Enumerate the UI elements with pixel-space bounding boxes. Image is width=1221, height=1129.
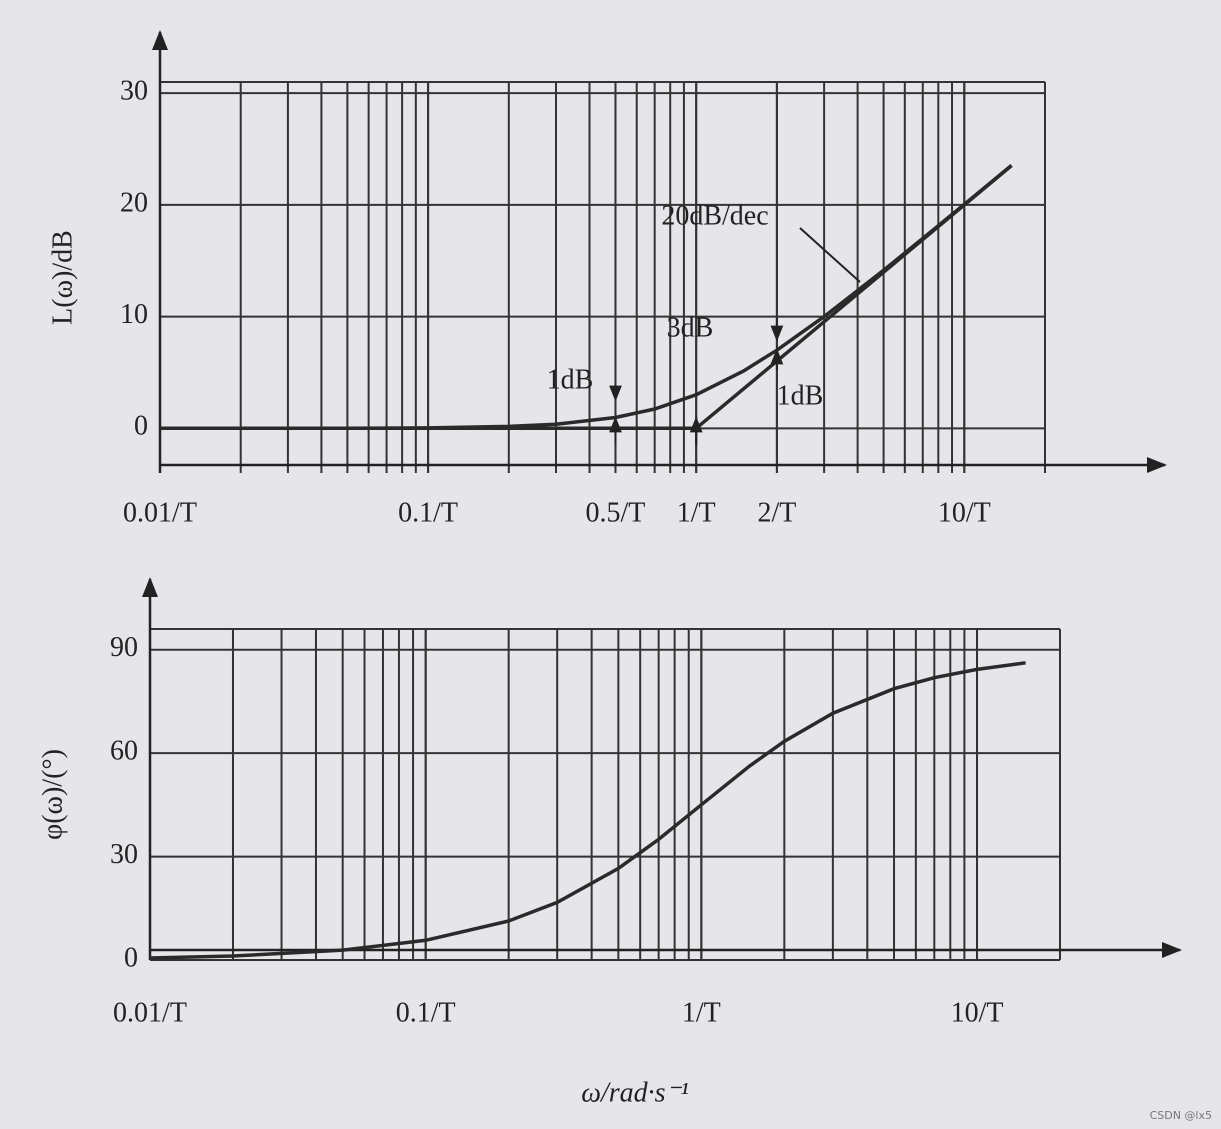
y-tick-label: 10	[120, 299, 148, 330]
x-tick-label: 0.1/T	[398, 497, 458, 528]
y-tick-label: 20	[120, 187, 148, 218]
watermark: CSDN @lx5	[1150, 1109, 1212, 1122]
y-tick-label: 0	[124, 942, 138, 973]
y-tick-label: 30	[110, 839, 138, 870]
y-axis-label: L(ω)/dB	[47, 230, 78, 325]
x-tick-label: 1/T	[677, 497, 716, 528]
annotation: 20dB/dec	[661, 200, 768, 231]
x-axis-label: ω/rad·s⁻¹	[581, 1077, 689, 1108]
y-tick-label: 90	[110, 632, 138, 663]
leader	[799, 227, 861, 283]
y-tick-label: 60	[110, 736, 138, 767]
annotation: 3dB	[667, 312, 714, 343]
curve	[149, 661, 1026, 960]
y-tick-label: 0	[134, 411, 148, 442]
x-tick-label: 0.01/T	[113, 997, 187, 1028]
x-tick-label: 0.1/T	[396, 997, 456, 1028]
x-tick-label: 0.01/T	[123, 497, 197, 528]
x-tick-label: 10/T	[951, 997, 1004, 1028]
x-tick-label: 2/T	[757, 497, 796, 528]
x-tick-label: 0.5/T	[586, 497, 646, 528]
y-axis-label: φ(ω)/(°)	[37, 749, 68, 840]
x-tick-label: 1/T	[682, 997, 721, 1028]
x-tick-label: 10/T	[938, 497, 991, 528]
annotation: 1dB	[777, 380, 824, 411]
y-tick-label: 30	[120, 76, 148, 107]
annotation: 1dB	[547, 364, 594, 395]
